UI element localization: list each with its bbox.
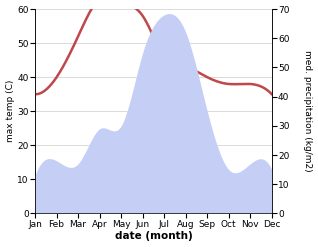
Y-axis label: med. precipitation (kg/m2): med. precipitation (kg/m2) [303,50,313,172]
Y-axis label: max temp (C): max temp (C) [5,80,15,143]
X-axis label: date (month): date (month) [114,231,192,242]
